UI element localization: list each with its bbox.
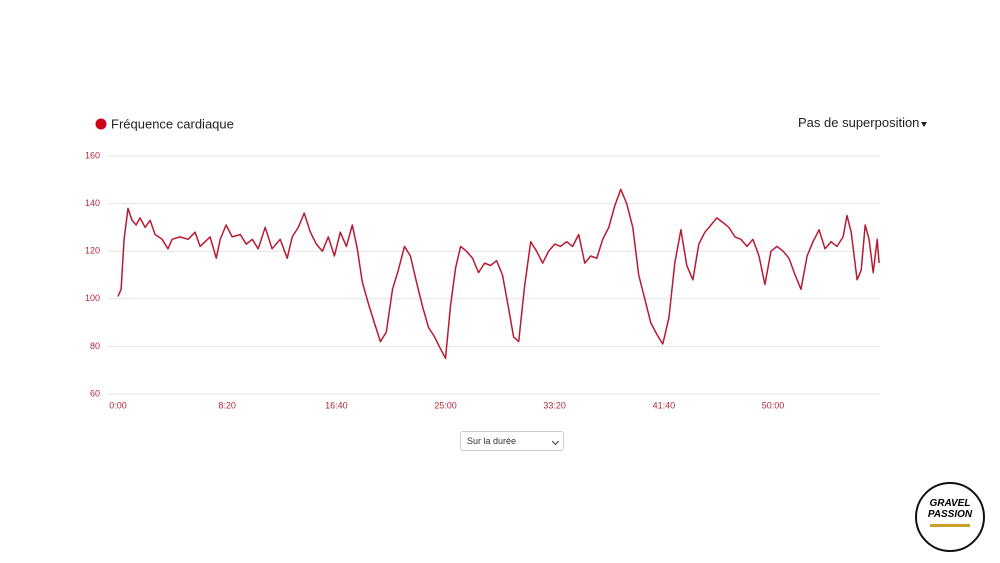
y-tick-label: 60 bbox=[90, 388, 100, 398]
x-tick-label: 16:40 bbox=[325, 400, 348, 410]
y-tick-label: 160 bbox=[85, 150, 100, 160]
range-select-label[interactable]: Sur la durée bbox=[467, 436, 517, 446]
range-select[interactable]: Sur la durée bbox=[460, 431, 564, 451]
logo: GRAVEL PASSION bbox=[915, 482, 985, 552]
logo-line2: PASSION bbox=[927, 509, 973, 520]
x-tick-label: 25:00 bbox=[434, 400, 457, 410]
logo-line1: GRAVEL bbox=[929, 498, 971, 509]
dropdown-arrow[interactable] bbox=[921, 122, 928, 127]
legend-label[interactable]: Fréquence cardiaque bbox=[111, 116, 234, 131]
x-tick-label: 50:00 bbox=[762, 400, 785, 410]
x-tick-label: 8:20 bbox=[218, 400, 236, 410]
line-series bbox=[117, 188, 880, 360]
logo-bar bbox=[930, 524, 970, 527]
overlay-menu-label[interactable]: Pas de superposition bbox=[798, 115, 920, 130]
y-tick-label: 80 bbox=[90, 341, 100, 351]
overlay-menu[interactable]: Pas de superposition bbox=[798, 115, 928, 130]
x-tick-label: 0:00 bbox=[109, 400, 127, 410]
y-tick-label: 120 bbox=[85, 246, 100, 256]
select-arrow[interactable] bbox=[551, 437, 560, 446]
y-tick-label: 100 bbox=[85, 293, 100, 303]
legend-marker bbox=[95, 118, 107, 130]
y-tick-label: 140 bbox=[85, 198, 100, 208]
x-tick-label: 41:40 bbox=[653, 400, 676, 410]
x-tick-label: 33:20 bbox=[543, 400, 566, 410]
